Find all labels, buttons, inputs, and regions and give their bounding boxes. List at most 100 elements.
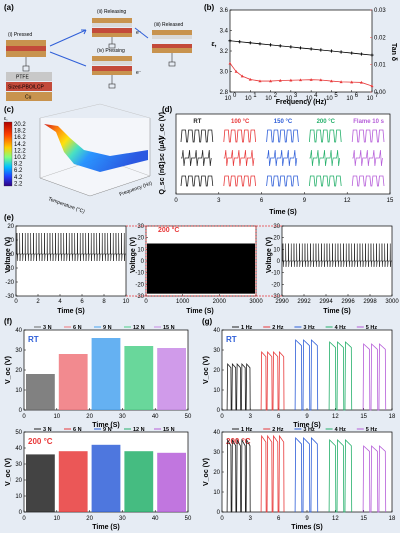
b-xtick-label: 10 <box>346 96 353 102</box>
e-ytick-label: -20 <box>135 282 144 288</box>
fg-xtick-label: 3 <box>249 516 253 522</box>
e-ytick-label: -30 <box>135 294 144 300</box>
c-colorbar-tick: 2.2 <box>14 181 23 187</box>
b-point <box>299 78 303 82</box>
d-isc-trace <box>352 149 383 167</box>
panel-e-annotation: 200 °C <box>158 226 179 234</box>
g-signal <box>260 350 285 411</box>
fg-legend-label: 2 Hz <box>272 427 284 433</box>
b-point <box>240 74 244 78</box>
b-y2tick-label: 0.01 <box>374 63 386 69</box>
e-ytick-label: 0 <box>11 252 15 258</box>
e-xtick-label: 2998 <box>363 299 377 305</box>
panel-a: (a) (i) Pressed (ii) Releasing e⁻ (iii) … <box>4 3 192 101</box>
fg-legend-label: 4 Hz <box>335 325 347 331</box>
fg-ytick-label: 10 <box>15 494 22 500</box>
fg-xtick-label: 50 <box>185 516 192 522</box>
b-y2tick-label: 0.00 <box>374 90 386 96</box>
b-xtick-exp: 6 <box>355 93 359 99</box>
fg-xtick-label: 20 <box>86 516 93 522</box>
fg-legend-label: 5 Hz <box>366 427 378 433</box>
b-point <box>298 46 303 50</box>
fg-legend-label: 15 N <box>163 427 175 433</box>
b-point <box>370 53 374 57</box>
b-point <box>238 40 242 44</box>
d-xtick-label: 15 <box>387 198 394 204</box>
d-xtick-label: 9 <box>303 198 307 204</box>
e-xtick-label: 0 <box>144 299 148 305</box>
e-xtick-label: 2992 <box>297 299 311 305</box>
fg-xtick-label: 10 <box>53 414 60 420</box>
b-point <box>329 79 333 83</box>
e-xtick-label: 6 <box>80 299 84 305</box>
e-ytick-label: 10 <box>7 238 14 244</box>
e-ytick-label: 10 <box>137 247 144 253</box>
fg-legend-label: 3 Hz <box>303 427 315 433</box>
panel-e-ylabel-1: Voltage (V) <box>5 237 12 273</box>
b-xtick-exp: 0 <box>233 93 237 99</box>
e-xtick-label: 0 <box>14 299 18 305</box>
e-signal <box>282 243 392 267</box>
d-qsc-trace <box>351 175 385 187</box>
fg-legend-label: 4 Hz <box>335 427 347 433</box>
f-signal-block <box>124 346 154 410</box>
b-ytick-label: 3.0 <box>220 70 229 76</box>
fg-ytick-label: 20 <box>15 368 22 374</box>
panel-d-plot: RT 100 °C 150 °C 200 °C Flame 10 s 0 3 6 9 12 15 <box>174 119 394 204</box>
panel-d: (d) RT 100 °C 150 °C 200 °C Flame 10 s 0 3 6 9 12… <box>159 105 394 216</box>
d-isc-trace <box>309 149 340 167</box>
b-point <box>278 78 282 82</box>
d-header: RT <box>193 119 201 125</box>
c-colorbar-tick: 14.2 <box>14 142 26 148</box>
d-xtick-label: 0 <box>174 198 178 204</box>
b-ytick-label: 3.6 <box>220 8 229 14</box>
panel-b: (b) 10 0 10 1 10 2 10 3 10 4 10 5 10 6 10 72.83.03.23.4… <box>204 3 397 106</box>
e-xtick-label: 1000 <box>176 299 190 305</box>
fg-xtick-label: 40 <box>152 516 159 522</box>
g-signal <box>260 434 285 513</box>
f-signal-block <box>58 354 88 410</box>
fg-xtick-label: 0 <box>22 414 26 420</box>
fg-xtick-label: 6 <box>277 516 281 522</box>
state-pressing: (iv) Pressing <box>97 48 125 54</box>
fg-legend-label: 9 N <box>103 325 112 331</box>
e-ytick-label: -10 <box>135 271 144 277</box>
b-point <box>258 79 262 83</box>
d-isc-trace <box>266 149 298 167</box>
d-header: 100 °C <box>231 119 250 125</box>
d-voc-trace <box>309 129 342 143</box>
fg-tag: 200 °C <box>28 437 53 446</box>
e-frame <box>15 225 127 297</box>
panel-g-label: (g) <box>202 317 213 326</box>
fg-xtick-label: 12 <box>332 516 339 522</box>
fg-xtick-label: 30 <box>119 516 126 522</box>
state-pressed: (i) Pressed <box>8 32 32 38</box>
f-signal-block <box>58 451 88 512</box>
b-xtick-label: 10 <box>245 96 252 102</box>
c-colorbar-tick: 12.2 <box>14 148 26 154</box>
fg-legend-label: 1 Hz <box>241 427 253 433</box>
e-xtick-label: 2000 <box>213 299 227 305</box>
panel-e-label: (e) <box>4 213 14 222</box>
e-xtick-label: 10 <box>123 299 130 305</box>
f-signal-block <box>157 452 186 512</box>
b-point <box>289 45 293 49</box>
c-colorbar-tick: 18.2 <box>14 129 26 135</box>
state-released: (iii) Released <box>154 22 183 28</box>
fg-ytick-label: 0 <box>19 510 23 516</box>
state-releasing: (ii) Releasing <box>97 9 126 15</box>
fg-legend-label: 1 Hz <box>241 325 253 331</box>
b-xtick-exp: 5 <box>334 93 338 99</box>
fg-xtick-label: 0 <box>220 516 224 522</box>
b-xtick-exp: 1 <box>253 93 257 99</box>
fg-xlabel: Time (S) <box>92 524 120 531</box>
b-xtick-label: 10 <box>265 96 272 102</box>
fg-xtick-label: 9 <box>305 516 309 522</box>
e-xtick-label: 2 <box>36 299 40 305</box>
e-ytick-label: 30 <box>137 224 144 230</box>
fg-ytick-label: 10 <box>213 388 220 394</box>
b-ytick-label: 2.8 <box>220 90 229 96</box>
fg-tag: RT <box>28 335 39 344</box>
